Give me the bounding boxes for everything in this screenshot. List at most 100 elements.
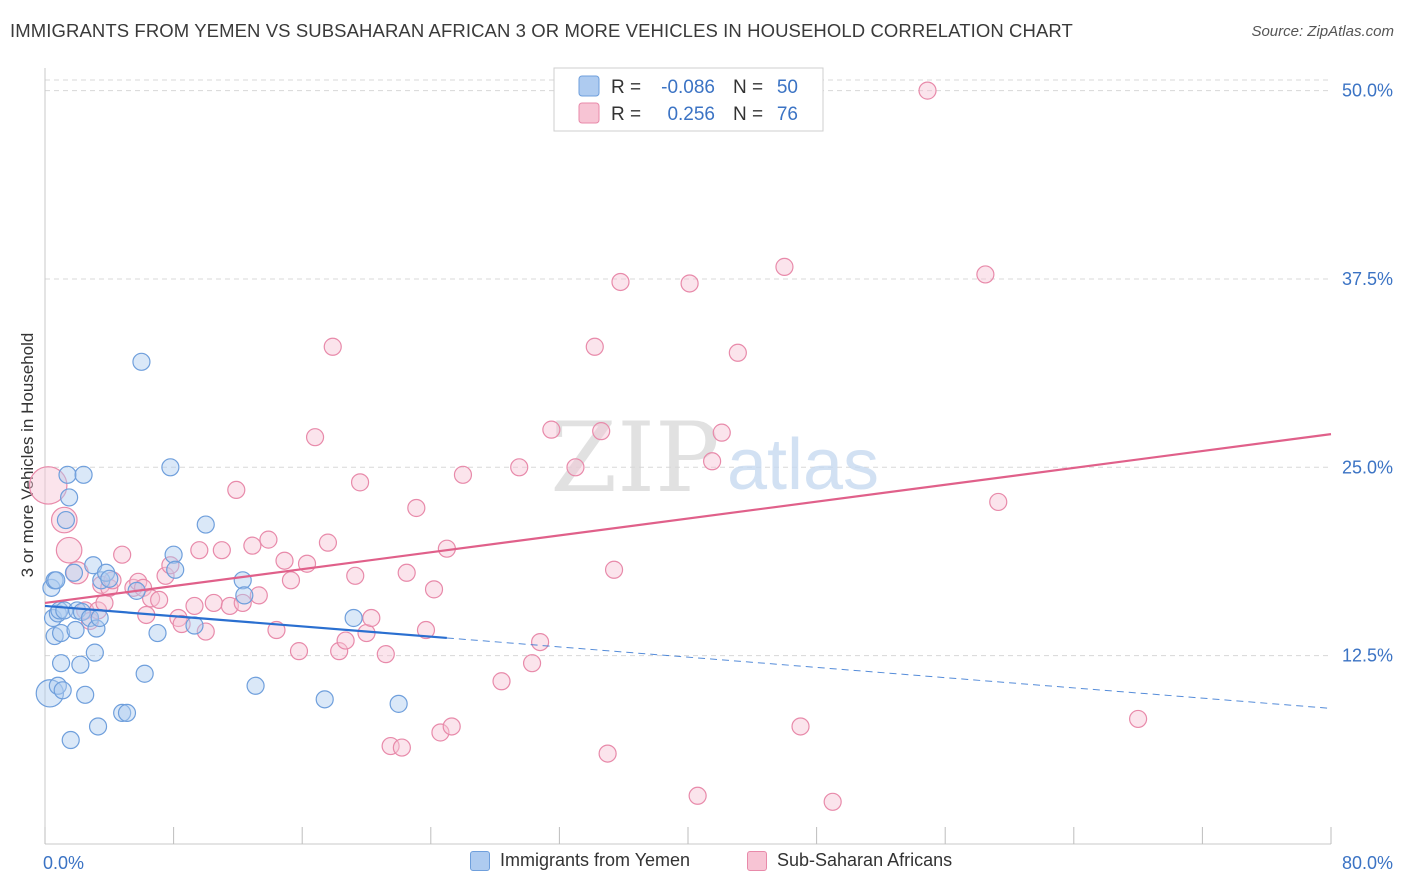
- data-point: [344, 608, 363, 628]
- data-point: [918, 81, 937, 100]
- data-point: [113, 545, 132, 564]
- data-point: [431, 723, 450, 742]
- data-point: [164, 545, 183, 564]
- data-point: [185, 616, 204, 635]
- data-point: [51, 623, 71, 643]
- data-point: [85, 643, 104, 662]
- data-point: [315, 690, 334, 709]
- chart-title: IMMIGRANTS FROM YEMEN VS SUBSAHARAN AFRI…: [10, 20, 1073, 41]
- data-point: [87, 619, 106, 638]
- data-point: [680, 274, 699, 293]
- data-point: [407, 498, 426, 518]
- data-point: [442, 717, 461, 736]
- data-point: [71, 655, 90, 674]
- data-point: [791, 717, 810, 736]
- y-tick-labels: 12.5% 25.0% 37.5% 50.0%: [1342, 81, 1393, 666]
- data-point: [453, 465, 473, 484]
- legend-r-value-yemen: -0.086: [661, 77, 715, 98]
- data-point: [397, 563, 416, 582]
- data-point: [233, 571, 252, 590]
- data-point: [66, 620, 85, 640]
- trend-line-subsaharan: [44, 433, 1332, 605]
- data-point: [531, 632, 550, 652]
- data-point: [592, 422, 611, 441]
- data-point: [246, 676, 265, 695]
- series-subsaharan-points: [28, 81, 1148, 811]
- legend-n-label-yemen: N =: [733, 77, 763, 98]
- data-point: [346, 566, 365, 585]
- data-point: [289, 642, 309, 661]
- legend-top: R = -0.086 N = 50 R = 0.256 N = 76: [553, 67, 824, 132]
- source-label: Source: ZipAtlas.com: [1251, 23, 1394, 40]
- data-point: [190, 541, 209, 560]
- data-point: [88, 717, 108, 736]
- legend-swatch-yemen: [578, 75, 600, 97]
- data-point: [76, 685, 95, 704]
- legend-swatch-yemen-bottom: [470, 850, 490, 871]
- data-point: [823, 792, 842, 811]
- data-point: [132, 352, 151, 371]
- trend-line-yemen-extension: [446, 637, 1332, 709]
- legend-r-label-subsaharan: R =: [611, 104, 641, 125]
- data-point: [150, 590, 169, 609]
- data-point: [235, 586, 254, 605]
- data-point: [542, 420, 561, 439]
- x-tick-label: 80.0%: [1342, 853, 1393, 873]
- data-point: [196, 622, 215, 641]
- data-point: [281, 571, 301, 590]
- data-point: [233, 593, 252, 613]
- trend-line-yemen: [44, 604, 447, 640]
- data-point: [492, 672, 511, 691]
- legend-item-yemen: Immigrants from Yemen: [470, 850, 690, 871]
- gridlines: [45, 79, 1331, 657]
- data-point: [35, 679, 65, 708]
- data-point: [156, 566, 175, 585]
- data-point: [1128, 709, 1148, 729]
- data-point: [305, 428, 325, 447]
- data-point: [989, 492, 1008, 512]
- watermark-atlas: atlas: [727, 425, 879, 505]
- legend-n-value-yemen: 50: [777, 77, 798, 98]
- legend-bottom: Immigrants from Yemen Sub-Saharan Africa…: [0, 850, 1406, 878]
- data-point: [47, 571, 66, 590]
- watermark: ZIP atlas: [550, 402, 879, 514]
- data-point: [389, 694, 408, 713]
- legend-n-value-subsaharan: 76: [777, 104, 798, 125]
- data-point: [376, 645, 395, 664]
- data-point: [598, 744, 617, 763]
- data-point: [330, 642, 349, 661]
- data-point: [74, 465, 93, 484]
- data-point: [318, 533, 338, 552]
- data-point: [60, 488, 79, 507]
- data-point: [227, 480, 246, 500]
- data-point: [185, 596, 204, 616]
- legend-r-label-yemen: R =: [611, 77, 641, 98]
- y-tick-label: 25.0%: [1342, 457, 1393, 477]
- data-point: [585, 337, 604, 356]
- data-point: [148, 623, 167, 643]
- data-point: [566, 458, 585, 477]
- data-point: [362, 608, 381, 628]
- data-point: [416, 620, 436, 640]
- data-point: [703, 452, 722, 471]
- data-point: [55, 536, 83, 564]
- y-tick-label: 12.5%: [1342, 646, 1393, 666]
- data-point: [323, 337, 342, 356]
- data-point: [243, 536, 262, 555]
- data-point: [100, 569, 119, 588]
- legend-item-subsaharan: Sub-Saharan Africans: [747, 850, 952, 871]
- data-point: [166, 560, 185, 579]
- data-point: [275, 551, 294, 570]
- data-point: [688, 786, 707, 805]
- data-point: [90, 608, 109, 628]
- data-point: [51, 654, 71, 673]
- data-point: [196, 515, 215, 534]
- axes: [44, 68, 1332, 845]
- data-point: [61, 730, 80, 750]
- data-point: [113, 703, 132, 723]
- legend-label-yemen: Immigrants from Yemen: [500, 850, 691, 870]
- watermark-zip: ZIP: [550, 402, 719, 514]
- data-point: [522, 654, 542, 673]
- data-point: [350, 473, 370, 492]
